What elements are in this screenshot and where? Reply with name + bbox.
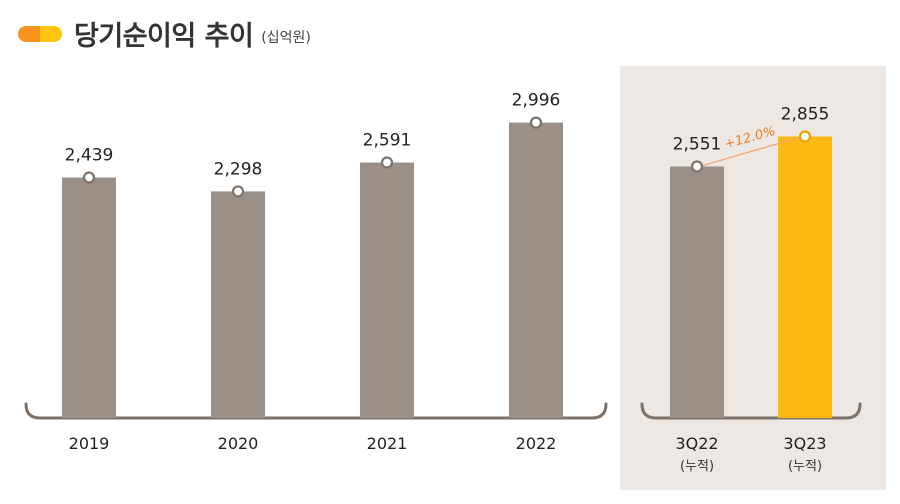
value-label-2021: 2,591 [363, 131, 412, 151]
chart-title-group: 당기순이익 추이 (십억원) [18, 14, 311, 53]
tick-label-2020: 2020 [218, 434, 259, 453]
tick-label-2021: 2021 [367, 434, 408, 453]
tick-label-3q22: 3Q22 [675, 434, 718, 453]
tick-note-3q22: (누적) [680, 459, 714, 474]
chart-unit: (십억원) [261, 29, 311, 46]
bar-2019 [62, 177, 116, 418]
bar-marker-3q22 [690, 160, 704, 173]
tick-label-3q23: 3Q23 [783, 434, 826, 453]
value-label-3q22: 2,551 [673, 134, 722, 154]
title-pill-icon [18, 25, 62, 42]
bar-marker-2021 [380, 156, 394, 169]
bar-3q23 [778, 136, 832, 418]
chart-title: 당기순이익 추이 [74, 21, 254, 52]
bar-2020 [211, 191, 265, 418]
bar-3q22 [670, 166, 724, 418]
value-label-2019: 2,439 [65, 146, 114, 166]
bar-marker-3q23 [798, 130, 812, 143]
tick-note-3q23: (누적) [788, 459, 822, 474]
value-label-2020: 2,298 [214, 159, 263, 179]
bar-marker-2022 [529, 116, 543, 129]
growth-connector-line [702, 136, 800, 167]
bar-marker-2020 [231, 185, 245, 198]
tick-label-2019: 2019 [69, 434, 110, 453]
bar-2022 [509, 122, 563, 419]
value-label-2022: 2,996 [512, 91, 561, 111]
bar-marker-2019 [82, 171, 96, 184]
tick-label-2022: 2022 [516, 434, 557, 453]
bar-2021 [360, 162, 414, 418]
axis-baseline-annual [24, 402, 608, 420]
value-label-3q23: 2,855 [781, 104, 830, 124]
axis-baseline-quarterly [640, 402, 862, 420]
